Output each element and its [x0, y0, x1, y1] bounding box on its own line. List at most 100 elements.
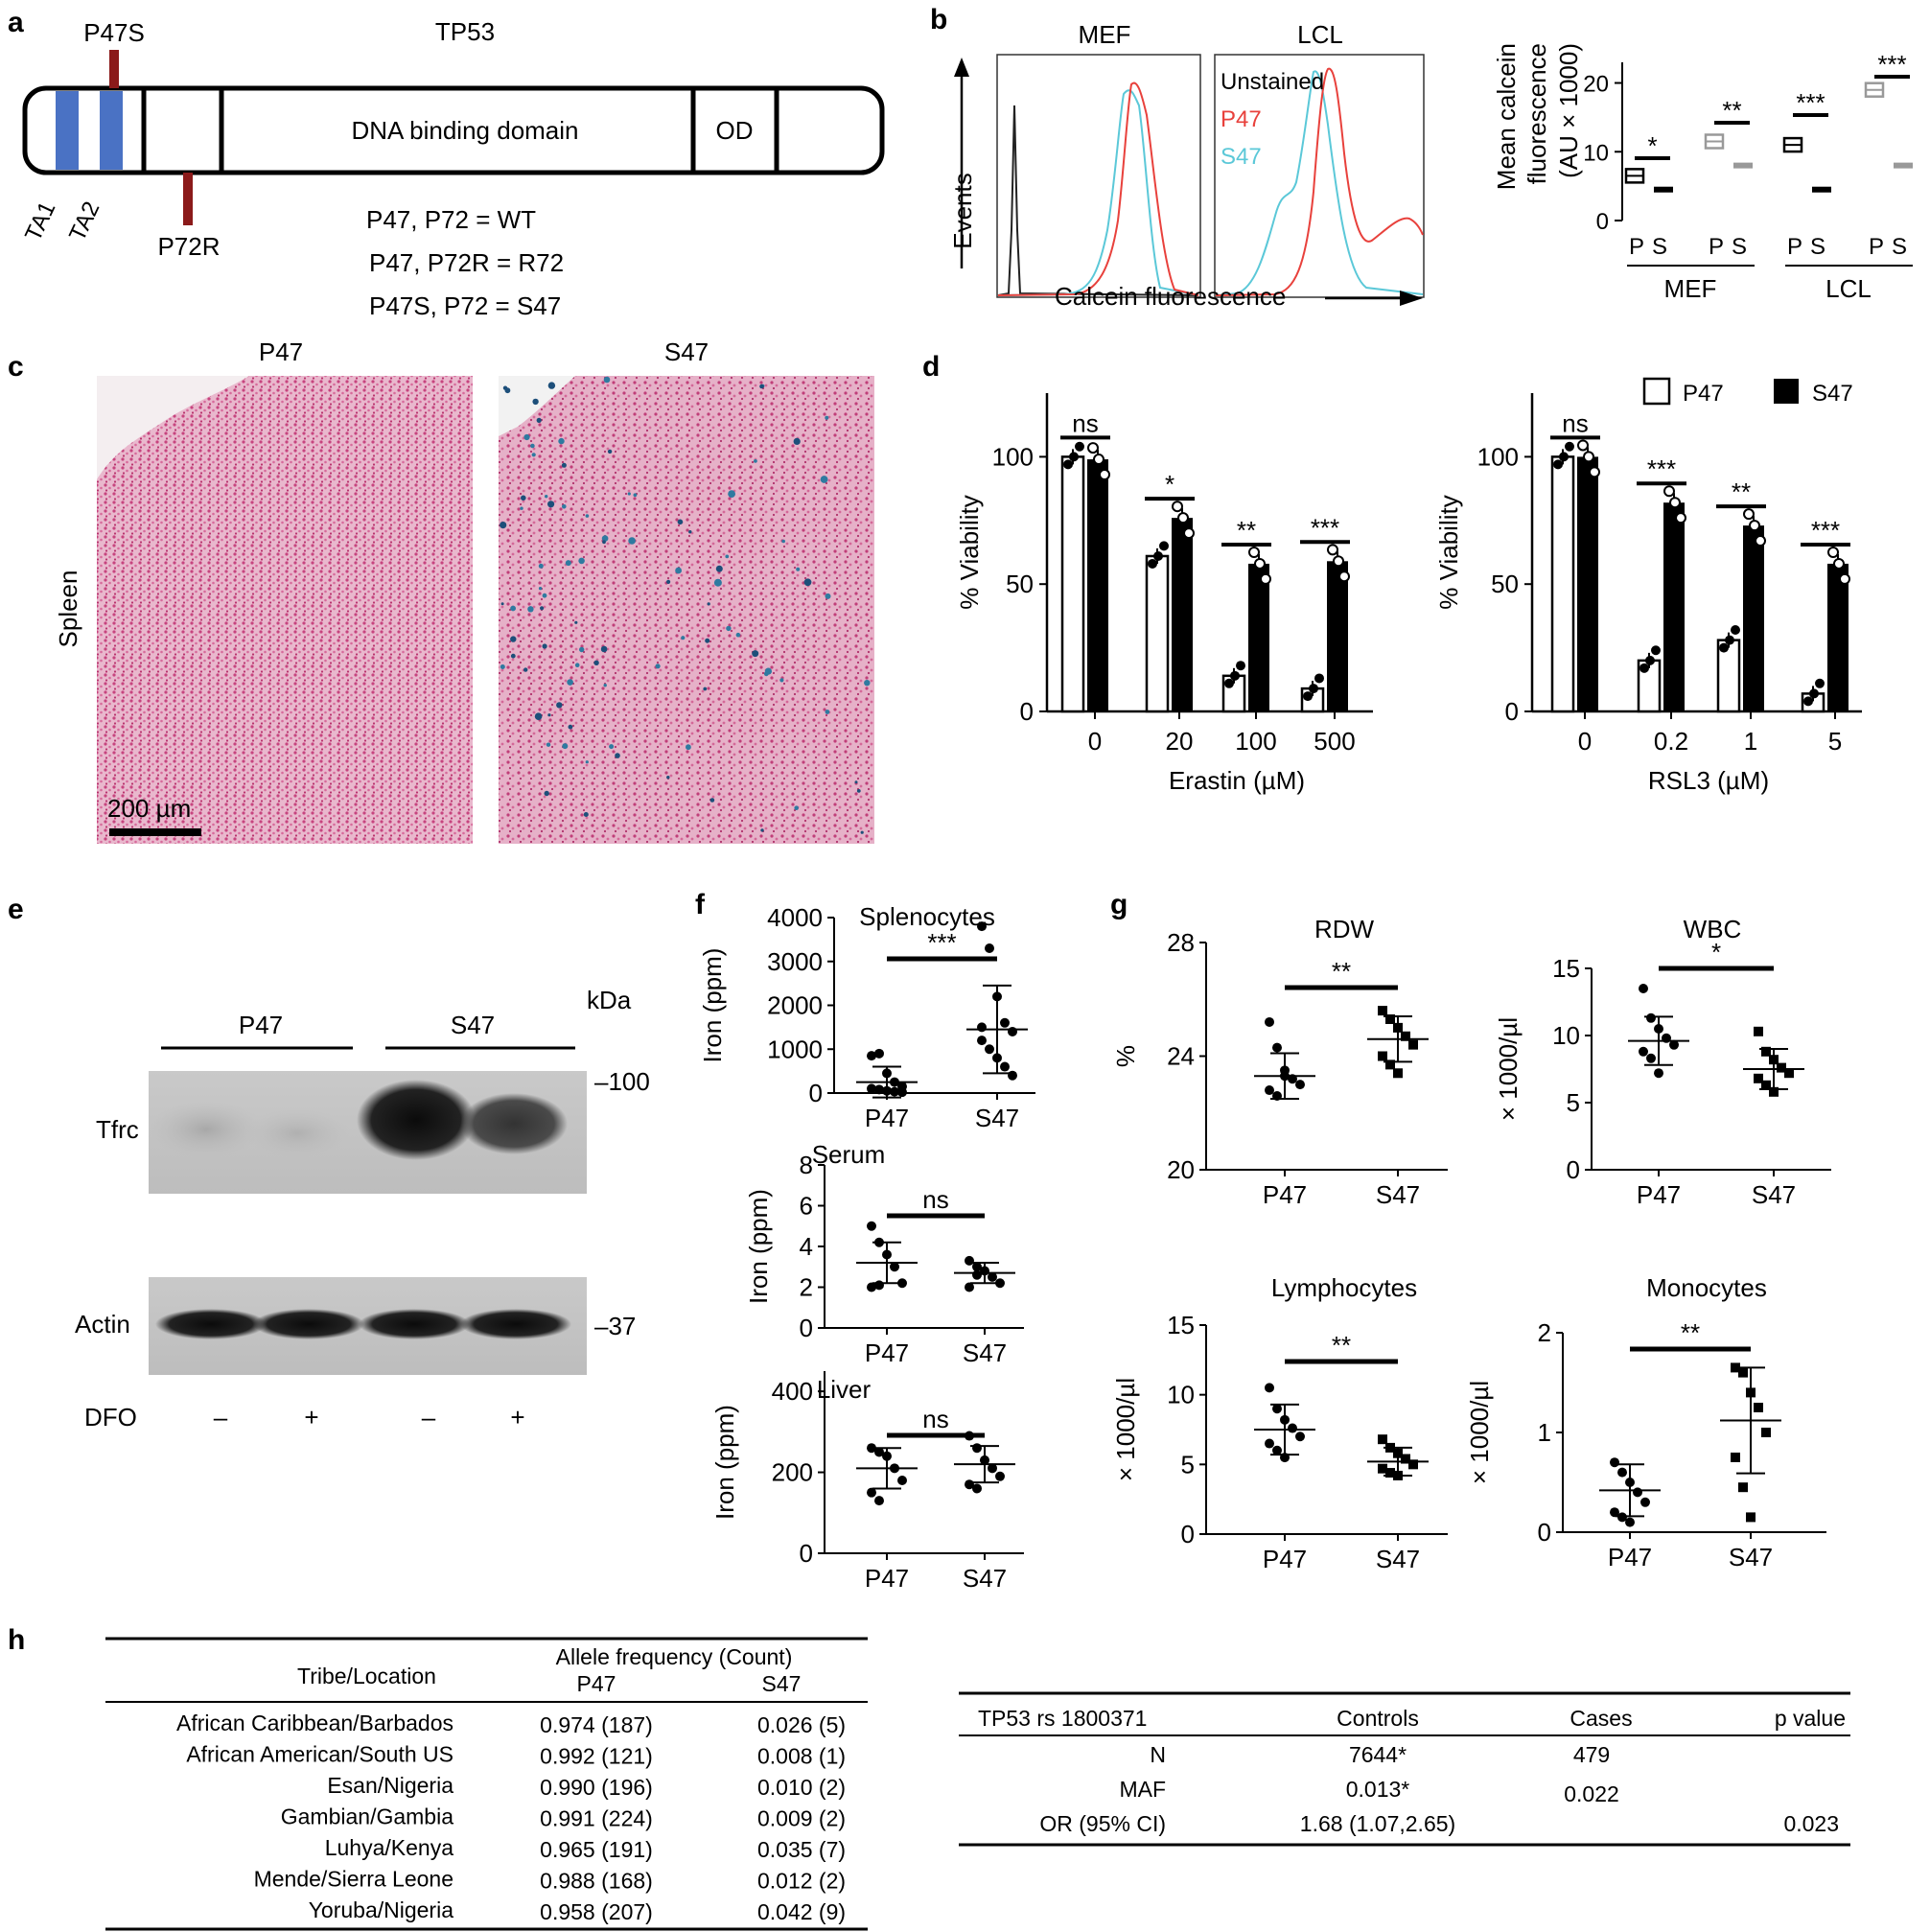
- dotplot-ytick-label: 15: [1167, 1311, 1195, 1339]
- dotplot-point: [1000, 1017, 1010, 1028]
- iron-deposit-dot: [628, 537, 636, 545]
- scale-bar: [109, 828, 201, 836]
- h1-p47-cell: 0.992 (121): [540, 1744, 653, 1769]
- viability-xlabel: Erastin (µM): [1169, 766, 1305, 795]
- bar-s47: [1087, 459, 1108, 711]
- ta2-label: TA2: [64, 198, 105, 245]
- mef-p47-curve: [997, 81, 1199, 296]
- bar-s47: [1743, 525, 1764, 711]
- point-p47: [1645, 655, 1655, 665]
- dotplot-ylabel: × 1000/µl: [1494, 1017, 1523, 1121]
- dotplot-point: [1265, 1383, 1274, 1393]
- dotplot-point-square: [1746, 1512, 1756, 1523]
- actin-label: Actin: [75, 1310, 130, 1338]
- point-p47: [1719, 642, 1729, 653]
- dotplot-point-square: [1754, 1073, 1763, 1083]
- iron-deposit-dot: [538, 587, 543, 591]
- h2-controls-cell: 1.68 (1.07,2.65): [1300, 1811, 1455, 1836]
- h2-header-cell: Cases: [1570, 1706, 1632, 1731]
- viability-ytick-label: 100: [992, 442, 1034, 471]
- iron-deposit-dot: [547, 500, 555, 508]
- legend-s47-label: S47: [1812, 381, 1853, 407]
- dotplot-ytick-label: 0: [1567, 1155, 1580, 1184]
- dotplot-point: [977, 921, 987, 932]
- h2-cases-cell: 0.022: [1564, 1781, 1619, 1806]
- od-label: OD: [716, 116, 754, 145]
- iron-deposit-dot: [540, 606, 545, 611]
- h1-s47-cell: 0.010 (2): [757, 1775, 846, 1800]
- point-p47: [1148, 558, 1157, 569]
- iron-deposit-dot: [686, 744, 691, 751]
- point-s47: [1099, 468, 1110, 480]
- dotplot-ylabel: %: [1111, 1045, 1140, 1067]
- viability-ytick-label: 100: [1477, 442, 1519, 471]
- iron-deposit-dot: [534, 712, 543, 720]
- dotplot-xtick-label: S47: [1752, 1180, 1796, 1209]
- point-s47: [1583, 451, 1594, 463]
- dotplot-xtick-label: P47: [865, 1338, 909, 1367]
- dotplot-point: [874, 1496, 884, 1506]
- point-s47: [1183, 527, 1195, 540]
- h1-tribe-cell: African American/South US: [186, 1742, 453, 1767]
- point-s47: [1827, 547, 1839, 558]
- histology-s47-title: S47: [664, 338, 709, 366]
- iron-deposit-dot: [546, 742, 551, 747]
- scale-bar-label: 200 µm: [107, 794, 191, 823]
- calcein-ytick-label: 20: [1583, 72, 1609, 98]
- h1-tribe-cell: Mende/Sierra Leone: [254, 1867, 453, 1892]
- point-p47: [1809, 688, 1819, 699]
- dotplot-point: [1265, 1438, 1274, 1449]
- dotplot-ytick-label: 2: [1538, 1318, 1551, 1347]
- panel-label-b: b: [930, 4, 947, 35]
- bar-p47: [1550, 455, 1575, 713]
- point-p47: [1553, 459, 1563, 470]
- panel-h-tables: Tribe/Location Allele frequency (Count) …: [105, 1637, 1850, 1931]
- h1-header-tribe: Tribe/Location: [297, 1664, 436, 1688]
- h1-tribe-cell: Luhya/Kenya: [325, 1835, 453, 1860]
- iron-deposit-dot: [544, 790, 549, 797]
- lcl-histogram-frame: [1214, 54, 1425, 298]
- iron-deposit-dot: [593, 660, 599, 665]
- dotplot-point: [1610, 1507, 1619, 1518]
- protein-bar: [22, 85, 885, 175]
- iron-deposit-dot: [759, 384, 764, 389]
- dotplot-point: [867, 1083, 876, 1094]
- iron-deposit-dot: [521, 495, 526, 501]
- dotplot-point: [1669, 1039, 1679, 1050]
- dotplot-point-square: [1754, 1403, 1763, 1412]
- dotplot-ylabel: Iron (ppm): [698, 948, 727, 1063]
- viability-sig-label: ns: [1562, 408, 1588, 437]
- panel-label-d: d: [922, 351, 940, 383]
- dotplot-ytick-label: 15: [1552, 954, 1580, 983]
- iron-deposit-dot: [583, 812, 589, 817]
- dotplot-point: [897, 1476, 907, 1485]
- point-p47: [1075, 441, 1084, 452]
- iron-deposit-dot: [585, 760, 589, 764]
- point-s47: [1327, 544, 1338, 556]
- bar-s47: [1327, 561, 1348, 711]
- iron-deposit-dot: [794, 805, 799, 810]
- dotplot-point: [965, 1282, 974, 1292]
- tfrc-band-s47-dfo: [460, 1093, 568, 1154]
- point-s47: [1260, 572, 1271, 585]
- viability-sig-label: ns: [1072, 408, 1098, 437]
- calcein-mean-bar: [1812, 186, 1831, 193]
- iron-deposit-dot: [754, 459, 757, 463]
- calcein-xtick-label: S: [1652, 234, 1667, 260]
- dbd-label: DNA binding domain: [351, 116, 578, 145]
- legend-r72: P47, P72R = R72: [369, 248, 564, 277]
- iron-deposit-dot: [760, 828, 764, 832]
- point-s47: [1589, 466, 1600, 478]
- calcein-xtick-label: P: [1869, 234, 1884, 260]
- calcein-xtick-label: P: [1709, 234, 1724, 260]
- dotplot-point: [1640, 1497, 1650, 1507]
- h2-header-cell: p value: [1775, 1706, 1846, 1731]
- dotplot-ytick-label: 0: [1181, 1520, 1195, 1548]
- dotplot-xtick-label: P47: [1263, 1545, 1307, 1573]
- h1-s47-cell: 0.042 (9): [757, 1899, 846, 1924]
- panel-a-domain-diagram: TP53 DNA binding domain OD P47S P72R TA1…: [20, 17, 885, 320]
- dotplot-ytick-label: 20: [1167, 1155, 1195, 1184]
- dotplot-point: [1265, 1085, 1274, 1096]
- dotplot-xtick-label: S47: [1376, 1180, 1420, 1209]
